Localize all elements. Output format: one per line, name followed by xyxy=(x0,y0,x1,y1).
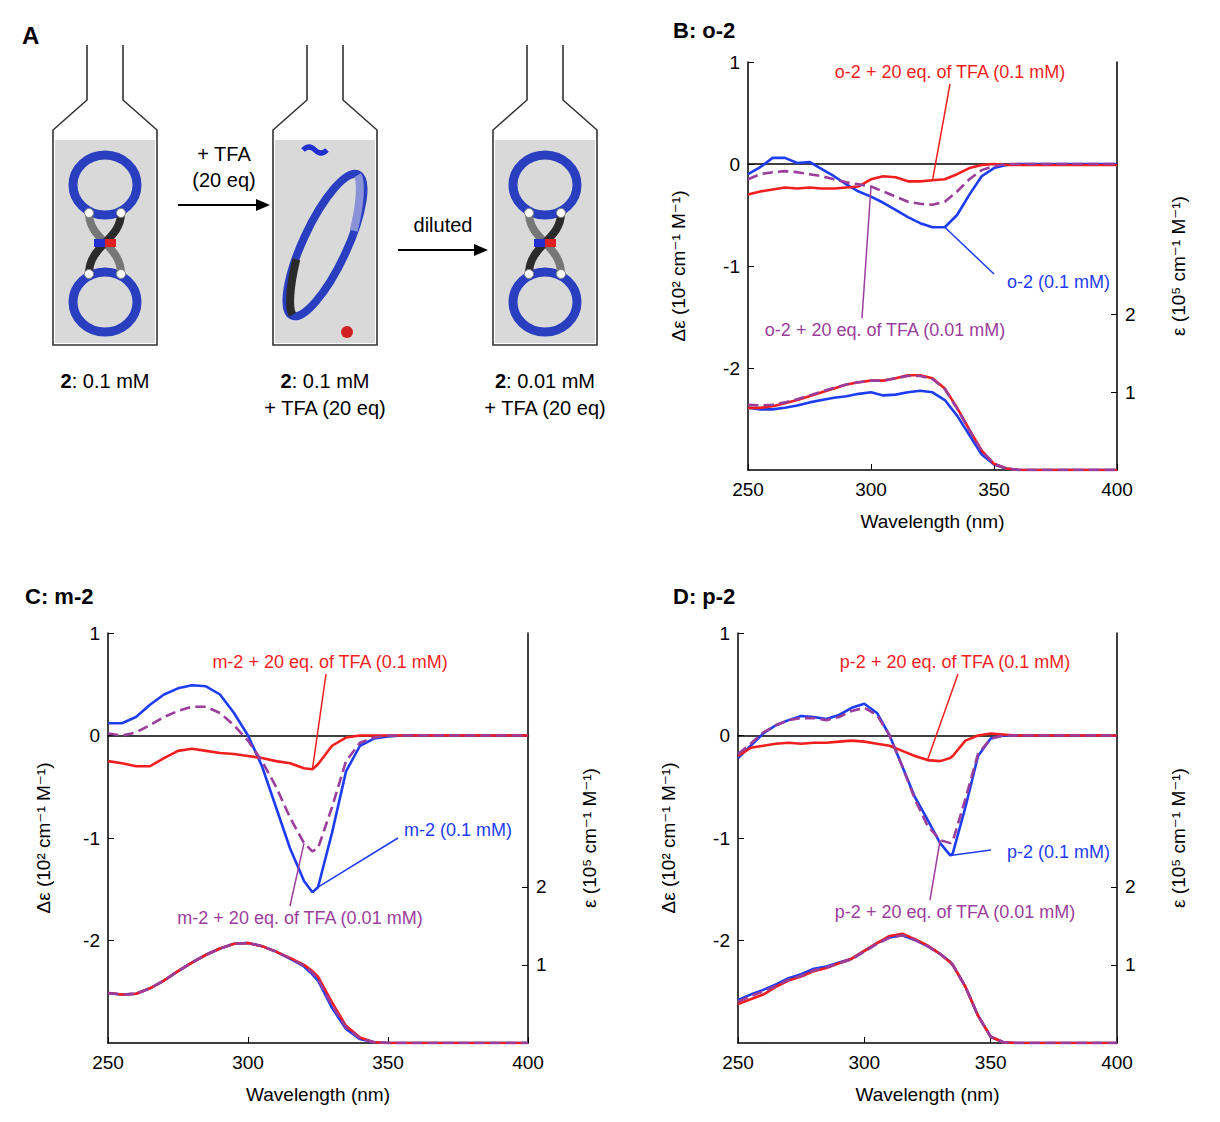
svg-text:ε (10⁵ cm⁻¹ M⁻¹): ε (10⁵ cm⁻¹ M⁻¹) xyxy=(579,768,600,908)
svg-text:2: 0.1 mM: 2: 0.1 mM xyxy=(281,370,370,392)
svg-text:300: 300 xyxy=(855,479,887,500)
svg-text:ε (10⁵ cm⁻¹ M⁻¹): ε (10⁵ cm⁻¹ M⁻¹) xyxy=(1168,196,1189,336)
svg-text:Δε (10² cm⁻¹ M⁻¹): Δε (10² cm⁻¹ M⁻¹) xyxy=(668,191,689,342)
svg-text:-1: -1 xyxy=(713,828,730,849)
svg-text:D: p-2: D: p-2 xyxy=(673,584,735,609)
svg-text:-2: -2 xyxy=(713,930,730,951)
svg-text:Δε (10² cm⁻¹ M⁻¹): Δε (10² cm⁻¹ M⁻¹) xyxy=(658,763,679,914)
svg-text:2: 2 xyxy=(1125,304,1136,325)
svg-text:250: 250 xyxy=(722,1052,754,1073)
svg-text:250: 250 xyxy=(732,479,764,500)
svg-text:0: 0 xyxy=(89,725,100,746)
svg-text:2: 2 xyxy=(536,876,547,897)
svg-text:1: 1 xyxy=(1125,382,1136,403)
svg-text:m-2 + 20 eq. of TFA (0.01 mM): m-2 + 20 eq. of TFA (0.01 mM) xyxy=(177,908,422,928)
svg-text:Wavelength (nm): Wavelength (nm) xyxy=(246,1084,390,1105)
svg-text:350: 350 xyxy=(978,479,1010,500)
svg-text:p-2 + 20 eq. of TFA (0.1 mM): p-2 + 20 eq. of TFA (0.1 mM) xyxy=(840,652,1070,672)
svg-text:o-2 + 20 eq. of TFA (0.1 mM): o-2 + 20 eq. of TFA (0.1 mM) xyxy=(835,62,1065,82)
svg-text:2: 0.1 mM: 2: 0.1 mM xyxy=(61,370,150,392)
svg-text:400: 400 xyxy=(1101,479,1133,500)
svg-text:A: A xyxy=(22,22,39,49)
svg-text:Wavelength (nm): Wavelength (nm) xyxy=(861,511,1005,532)
svg-text:Δε (10² cm⁻¹ M⁻¹): Δε (10² cm⁻¹ M⁻¹) xyxy=(33,763,54,914)
svg-text:+ TFA: + TFA xyxy=(197,143,251,165)
svg-text:Wavelength (nm): Wavelength (nm) xyxy=(856,1084,1000,1105)
svg-text:0: 0 xyxy=(729,154,740,175)
svg-text:1: 1 xyxy=(536,954,547,975)
svg-text:350: 350 xyxy=(372,1052,404,1073)
svg-text:-1: -1 xyxy=(83,828,100,849)
svg-text:ε (10⁵ cm⁻¹ M⁻¹): ε (10⁵ cm⁻¹ M⁻¹) xyxy=(1168,768,1189,908)
svg-text:-2: -2 xyxy=(723,358,740,379)
svg-text:B: o-2: B: o-2 xyxy=(673,18,735,43)
svg-text:m-2 + 20 eq. of TFA (0.1 mM): m-2 + 20 eq. of TFA (0.1 mM) xyxy=(212,652,447,672)
svg-text:1: 1 xyxy=(729,52,740,73)
svg-text:0: 0 xyxy=(719,725,730,746)
svg-text:(20 eq): (20 eq) xyxy=(192,169,255,191)
svg-text:o-2 + 20 eq. of TFA (0.01 mM): o-2 + 20 eq. of TFA (0.01 mM) xyxy=(765,320,1005,340)
svg-text:1: 1 xyxy=(1125,954,1136,975)
svg-text:diluted: diluted xyxy=(414,214,473,236)
svg-text:1: 1 xyxy=(719,623,730,644)
svg-text:-2: -2 xyxy=(83,930,100,951)
svg-text:400: 400 xyxy=(512,1052,544,1073)
svg-text:1: 1 xyxy=(89,623,100,644)
svg-text:300: 300 xyxy=(232,1052,264,1073)
svg-text:p-2 (0.1 mM): p-2 (0.1 mM) xyxy=(1007,842,1110,862)
svg-text:o-2 (0.1 mM): o-2 (0.1 mM) xyxy=(1007,272,1110,292)
svg-text:+ TFA (20 eq): + TFA (20 eq) xyxy=(264,397,385,419)
svg-text:250: 250 xyxy=(92,1052,124,1073)
svg-text:300: 300 xyxy=(848,1052,880,1073)
svg-text:+ TFA (20 eq): + TFA (20 eq) xyxy=(484,397,605,419)
svg-text:C: m-2: C: m-2 xyxy=(25,584,93,609)
svg-text:-1: -1 xyxy=(723,256,740,277)
svg-text:350: 350 xyxy=(975,1052,1007,1073)
svg-text:2: 2 xyxy=(1125,876,1136,897)
svg-text:2: 0.01 mM: 2: 0.01 mM xyxy=(495,370,595,392)
svg-text:m-2 (0.1 mM): m-2 (0.1 mM) xyxy=(404,820,512,840)
svg-text:p-2 + 20 eq. of TFA (0.01 mM): p-2 + 20 eq. of TFA (0.01 mM) xyxy=(835,902,1075,922)
svg-text:400: 400 xyxy=(1101,1052,1133,1073)
